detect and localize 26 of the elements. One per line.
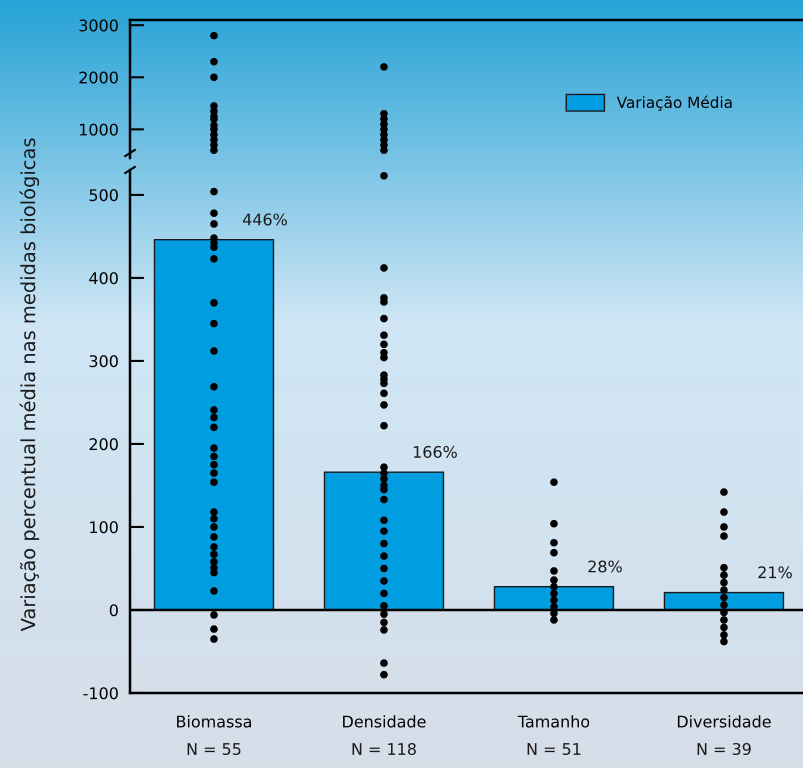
y-tick-label: 3000 [79, 19, 118, 32]
legend-label: Variação Média [616, 96, 732, 111]
y-tick-label: -100 [83, 687, 118, 700]
data-label: 446% [242, 213, 287, 226]
y-tick-label: 300 [90, 355, 118, 368]
text: N = 51 [528, 743, 580, 756]
data-label: 166% [414, 446, 457, 458]
bar [324, 471, 444, 611]
text: N = 55 [188, 743, 240, 756]
y-tick-label: 2000 [79, 71, 118, 84]
y-tick-label: 0 [110, 604, 118, 616]
y-axis-title: Variação percentual média nas medidas biológicas [20, 138, 40, 632]
data-label: 28% [588, 560, 622, 573]
data-label: 21% [758, 566, 792, 578]
x-tick-label: Tamanho [518, 715, 590, 728]
bar [154, 239, 274, 611]
y-tick-label: 100 [90, 521, 118, 534]
y-tick-label: 1000 [80, 124, 118, 136]
y-tick-label: 200 [90, 438, 118, 450]
text: N = 118 [352, 742, 416, 756]
x-tick-label: Diversidade [678, 715, 771, 728]
x-tick-label: Biomassa [177, 715, 251, 728]
x-tick-label: Densidade [343, 715, 426, 728]
y-tick-label: 400 [89, 272, 118, 284]
y-tick-label: 500 [90, 189, 118, 202]
text: N = 39 [698, 742, 751, 756]
